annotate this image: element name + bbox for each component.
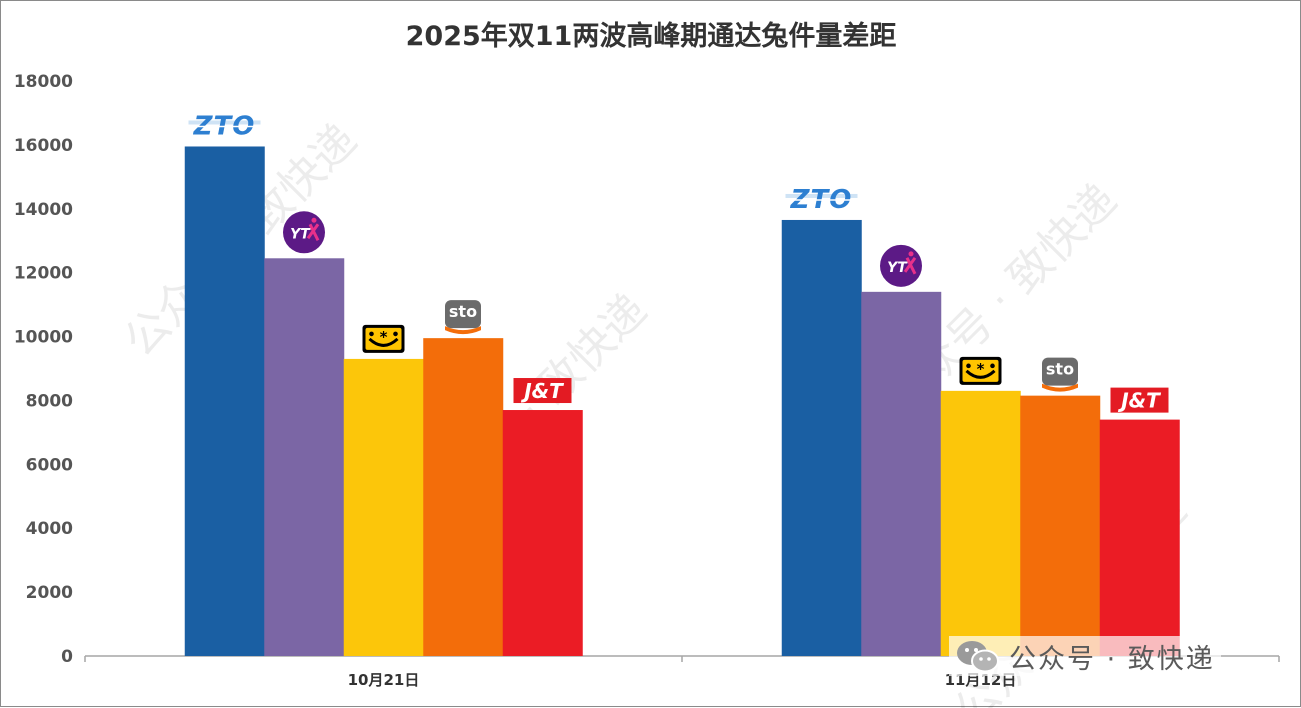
watermark-label: 公众号 · 致快递 [1009,643,1215,675]
y-tick-label: 2000 [26,583,73,603]
svg-text:sto: sto [449,302,477,321]
yunda-logo: * [959,356,1002,385]
sto-logo: sto [1042,357,1078,392]
bar-yunda [343,358,424,656]
wechat-icon [957,641,999,673]
bar-yto [861,291,942,656]
jt-logo: J&T [513,378,572,404]
svg-text:J&T: J&T [1117,389,1161,413]
svg-text:J&T: J&T [520,379,564,403]
chart-title: 2025年双11两波高峰期通达兔件量差距 [406,20,897,52]
bar-sto [423,338,504,656]
zto-logo: ZTO [785,185,858,215]
svg-text:YT: YT [887,260,908,276]
bar-layer [184,146,1180,657]
bar-zto [184,146,265,656]
zto-logo: ZTO [188,111,261,141]
svg-text:*: * [977,360,985,378]
y-tick-label: 0 [61,647,73,667]
y-tick-label: 8000 [26,391,73,411]
y-tick-label: 14000 [14,200,73,220]
logo-layer: ZTO ZTO YT YT * * sto sto J&T J&T [188,111,1169,413]
svg-text:*: * [380,328,388,346]
bar-jt [502,410,583,656]
bar-yunda [940,390,1021,656]
yto-logo: YT [283,211,325,254]
bar-sto [1020,395,1101,656]
bar-zto [781,219,862,657]
jt-logo: J&T [1110,387,1169,413]
y-tick-label: 4000 [26,519,73,539]
yto-logo: YT [880,244,922,287]
y-tick-label: 10000 [14,328,73,348]
y-tick-label: 18000 [14,72,73,92]
yunda-logo: * [362,324,405,353]
x-category-label: 10月21日 [348,671,420,689]
svg-text:YT: YT [290,226,311,242]
y-tick-label: 16000 [14,136,73,156]
bar-jt [1099,419,1180,656]
wechat-watermark: 公众号 · 致快递 [949,636,1221,676]
sto-logo: sto [445,300,481,335]
y-tick-label: 6000 [26,455,73,475]
y-axis: 0 2000 4000 6000 8000 10000 12000 14000 16000 180… [14,72,73,667]
bar-yto [264,258,345,656]
y-tick-label: 12000 [14,264,73,284]
svg-text:sto: sto [1046,360,1074,379]
